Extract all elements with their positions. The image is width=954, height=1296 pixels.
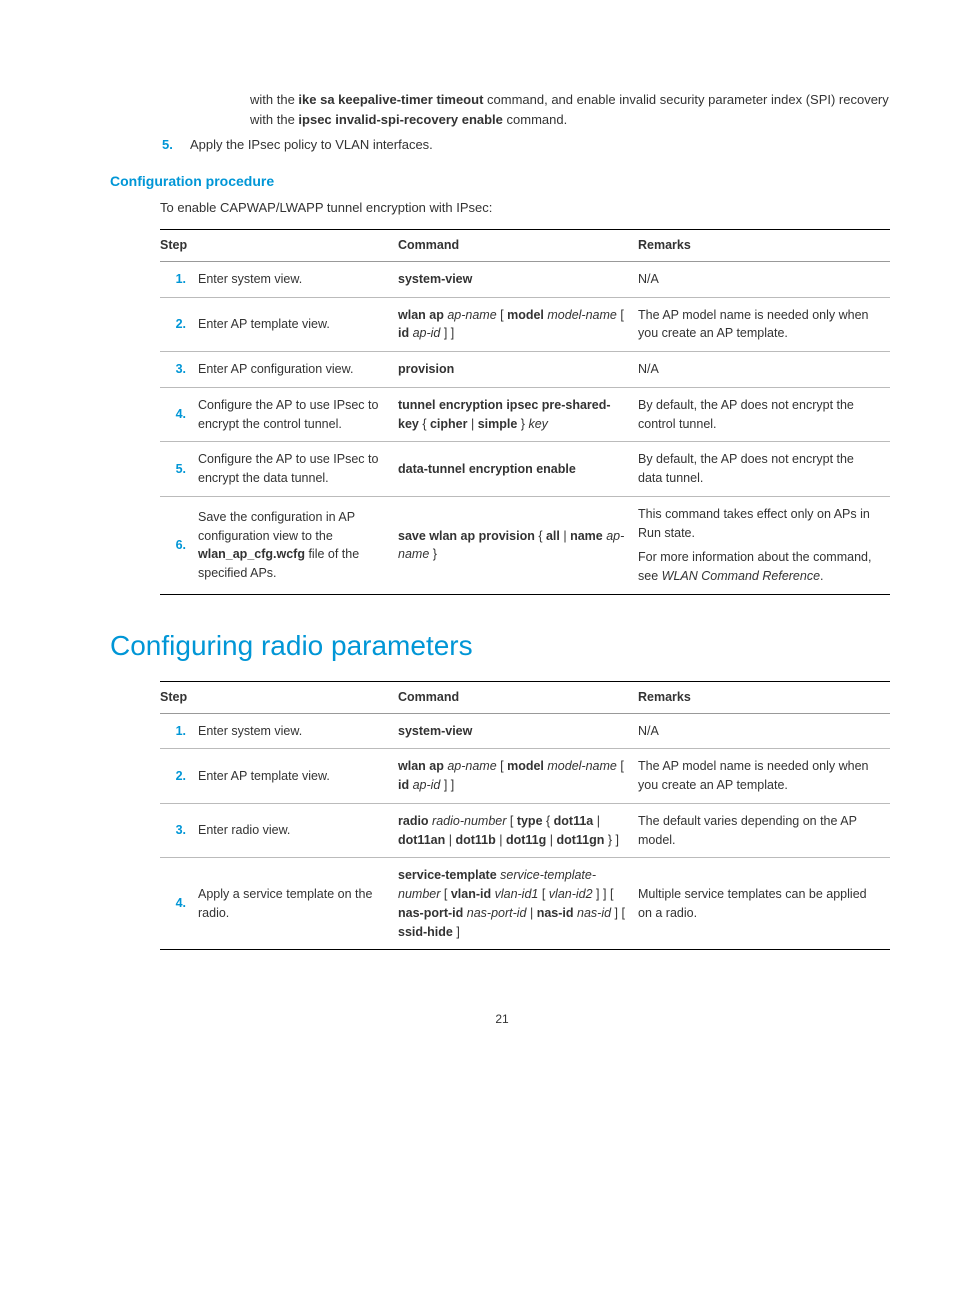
step-number: 4. [160,858,198,950]
table-row: 4.Configure the AP to use IPsec to encry… [160,387,890,442]
table-row: 3.Enter radio view.radio radio-number [ … [160,803,890,858]
table-row: 3.Enter AP configuration view.provisionN… [160,352,890,388]
step-number: 3. [160,803,198,858]
th-remarks: Remarks [638,230,890,262]
step-text: Apply a service template on the radio. [198,858,398,950]
command-text: radio radio-number [ type { dot11a | dot… [398,803,638,858]
step-text: Enter system view. [198,713,398,749]
remarks-text: By default, the AP does not encrypt the … [638,442,890,497]
remarks-text: The default varies depending on the AP m… [638,803,890,858]
step-number: 3. [160,352,198,388]
step-number: 1. [160,713,198,749]
th-step: Step [160,681,398,713]
table-row: 4.Apply a service template on the radio.… [160,858,890,950]
table-row: 1.Enter system view.system-viewN/A [160,713,890,749]
remarks-text: N/A [638,261,890,297]
remarks-text: By default, the AP does not encrypt the … [638,387,890,442]
list-body: Apply the IPsec policy to VLAN interface… [190,135,894,155]
intro-bold-2: ipsec invalid-spi-recovery enable [298,112,502,127]
step-text: Enter AP template view. [198,297,398,352]
command-text: provision [398,352,638,388]
table-row: 6.Save the configuration in AP configura… [160,496,890,594]
step-number: 1. [160,261,198,297]
remarks-text: Multiple service templates can be applie… [638,858,890,950]
step-text: Configure the AP to use IPsec to encrypt… [198,442,398,497]
step-number: 6. [160,496,198,594]
intro-paragraph: with the ike sa keepalive-timer timeout … [250,90,894,129]
step-number: 5. [160,442,198,497]
th-command: Command [398,230,638,262]
command-text: wlan ap ap-name [ model model-name [ id … [398,297,638,352]
remarks-text: This command takes effect only on APs in… [638,496,890,594]
th-command: Command [398,681,638,713]
step-text: Enter system view. [198,261,398,297]
step-text: Enter AP configuration view. [198,352,398,388]
list-number: 5. [162,135,190,155]
command-text: system-view [398,261,638,297]
command-text: system-view [398,713,638,749]
config-table: Step Command Remarks 1.Enter system view… [160,229,890,595]
intro-text: with the [250,92,298,107]
intro-bold-1: ike sa keepalive-timer timeout [298,92,483,107]
table-row: 2.Enter AP template view.wlan ap ap-name… [160,749,890,804]
step-text: Enter radio view. [198,803,398,858]
heading-radio-params: Configuring radio parameters [110,625,894,667]
table-row: 2.Enter AP template view.wlan ap ap-name… [160,297,890,352]
command-text: wlan ap ap-name [ model model-name [ id … [398,749,638,804]
step-text: Configure the AP to use IPsec to encrypt… [198,387,398,442]
table-row: 1.Enter system view.system-viewN/A [160,261,890,297]
step-number: 2. [160,297,198,352]
list-item-5: 5. Apply the IPsec policy to VLAN interf… [110,135,894,155]
th-remarks: Remarks [638,681,890,713]
th-step: Step [160,230,398,262]
remarks-text: N/A [638,713,890,749]
command-text: data-tunnel encryption enable [398,442,638,497]
table-row: 5.Configure the AP to use IPsec to encry… [160,442,890,497]
command-text: save wlan ap provision { all | name ap-n… [398,496,638,594]
remarks-text: N/A [638,352,890,388]
step-text: Save the configuration in AP configurati… [198,496,398,594]
step-text: Enter AP template view. [198,749,398,804]
page-number: 21 [110,1010,894,1028]
command-text: service-template service-template-number… [398,858,638,950]
step-number: 2. [160,749,198,804]
command-text: tunnel encryption ipsec pre-shared-key {… [398,387,638,442]
intro-text-3: command. [503,112,567,127]
remarks-text: The AP model name is needed only when yo… [638,297,890,352]
config-lead: To enable CAPWAP/LWAPP tunnel encryption… [160,198,894,218]
heading-config-procedure: Configuration procedure [110,171,894,192]
radio-table: Step Command Remarks 1.Enter system view… [160,681,890,951]
step-number: 4. [160,387,198,442]
remarks-text: The AP model name is needed only when yo… [638,749,890,804]
